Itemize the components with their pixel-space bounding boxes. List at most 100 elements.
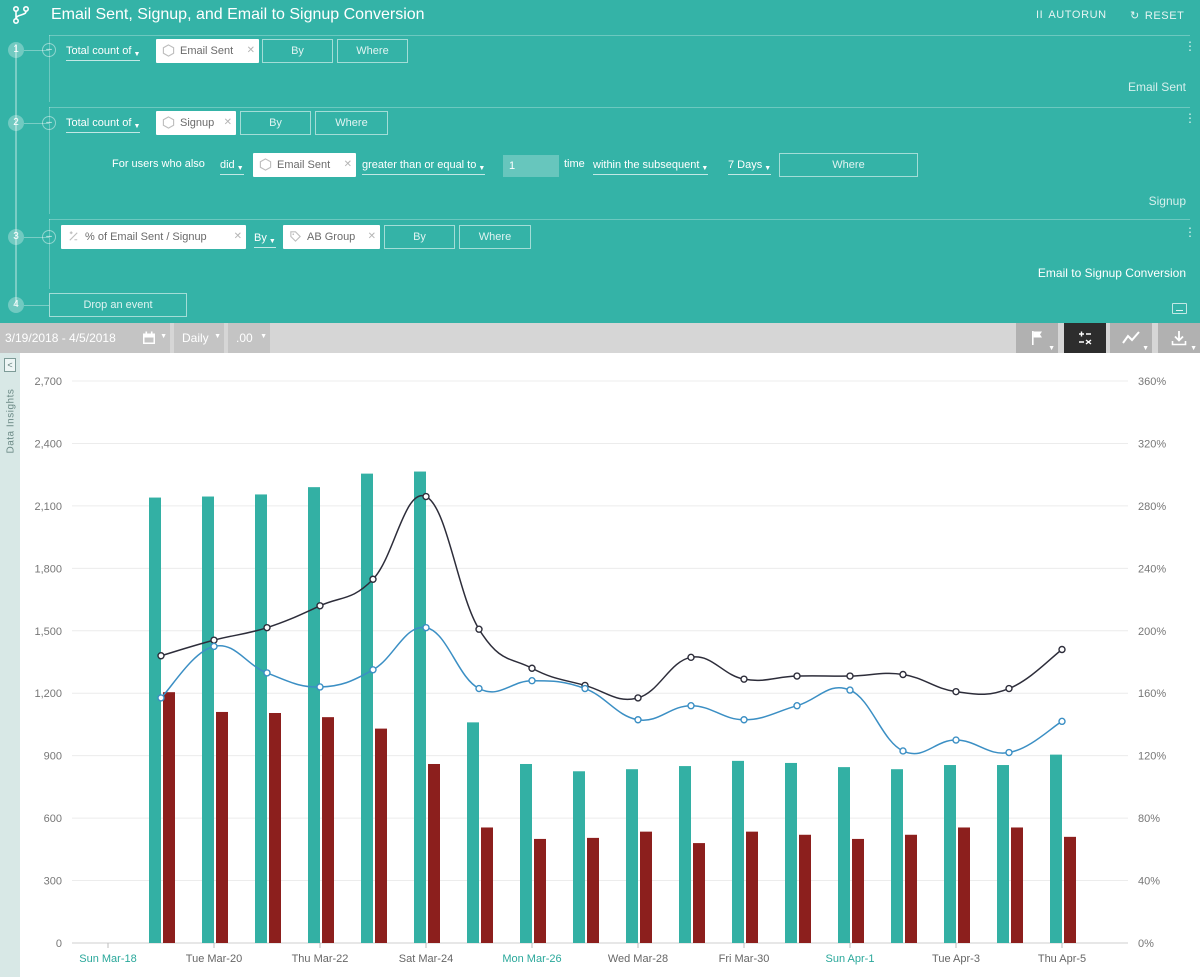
decimals-dropdown[interactable]: .00 ▼	[228, 323, 270, 353]
conversion-point-2[interactable]	[846, 686, 854, 694]
bar-signup[interactable]	[269, 712, 281, 943]
bar-email-sent[interactable]	[255, 494, 267, 943]
bar-email-sent[interactable]	[202, 496, 214, 943]
date-range-picker[interactable]: 3/19/2018 - 4/5/2018 ▼	[0, 323, 170, 353]
conversion-point-2[interactable]	[528, 677, 536, 685]
bar-email-sent[interactable]	[891, 769, 903, 943]
bar-signup[interactable]	[1011, 827, 1023, 943]
conversion-point-2[interactable]	[1005, 748, 1013, 757]
group-chip-ab-group[interactable]: AB Group ✕	[283, 225, 380, 249]
bar-email-sent[interactable]	[626, 769, 638, 943]
bar-signup[interactable]	[852, 838, 864, 943]
bar-signup[interactable]	[481, 827, 493, 943]
conversion-point-1[interactable]	[1058, 645, 1066, 654]
report-title[interactable]: Email Sent, Signup, and Email to Signup …	[51, 6, 425, 23]
autorun-toggle[interactable]: II AUTORUN	[1036, 9, 1107, 21]
collapse-step-3-button[interactable]: –	[42, 230, 56, 244]
comparator-dropdown[interactable]: greater than or equal to ▼	[362, 159, 486, 175]
conversion-point-1[interactable]	[634, 694, 642, 702]
by-dropdown[interactable]: By ▼	[254, 232, 276, 248]
annotation-button[interactable]: ▼	[1016, 323, 1058, 353]
bar-signup[interactable]	[905, 834, 917, 943]
conversion-point-1[interactable]	[846, 672, 854, 680]
bar-signup[interactable]	[428, 763, 440, 943]
conversion-point-2[interactable]	[899, 747, 907, 755]
conversion-point-1[interactable]	[1005, 684, 1013, 693]
bar-email-sent[interactable]	[679, 766, 691, 943]
by-button[interactable]: By	[240, 111, 311, 135]
conversion-point-2[interactable]	[475, 684, 483, 693]
collapse-builder-icon[interactable]	[1172, 303, 1187, 314]
aggregation-dropdown-2[interactable]: Total count of ▼	[66, 117, 141, 133]
conversion-point-2[interactable]	[952, 736, 960, 744]
conversion-point-1[interactable]	[899, 670, 907, 679]
conversion-point-2[interactable]	[422, 623, 430, 632]
conversion-point-1[interactable]	[793, 672, 801, 680]
bar-signup[interactable]	[640, 831, 652, 943]
collapse-step-2-button[interactable]: –	[42, 116, 56, 130]
bar-signup[interactable]	[534, 838, 546, 943]
bar-email-sent[interactable]	[785, 762, 797, 943]
conversion-point-1[interactable]	[475, 625, 483, 633]
expand-insights-icon[interactable]: <	[4, 358, 16, 372]
bar-signup[interactable]	[693, 843, 705, 943]
conversion-point-2[interactable]	[687, 702, 695, 710]
row-menu-icon[interactable]: ⋮	[1184, 111, 1196, 125]
bar-email-sent[interactable]	[997, 765, 1009, 943]
bar-signup[interactable]	[799, 834, 811, 943]
bar-email-sent[interactable]	[573, 771, 585, 943]
conversion-point-1[interactable]	[157, 652, 165, 660]
conversion-point-1[interactable]	[316, 602, 324, 610]
conversion-point-1[interactable]	[422, 492, 430, 501]
bar-signup[interactable]	[587, 837, 599, 943]
bar-email-sent[interactable]	[944, 765, 956, 943]
conversion-point-1[interactable]	[369, 575, 377, 583]
conversion-point-2[interactable]	[210, 642, 218, 651]
bar-email-sent[interactable]	[732, 760, 744, 943]
where-button[interactable]: Where	[459, 225, 531, 249]
row-menu-icon[interactable]: ⋮	[1184, 39, 1196, 53]
conversion-point-2[interactable]	[369, 666, 377, 674]
bar-email-sent[interactable]	[308, 487, 320, 943]
conversion-point-1[interactable]	[528, 664, 536, 672]
bar-email-sent[interactable]	[467, 722, 479, 943]
where-button[interactable]: Where	[337, 39, 408, 63]
conversion-point-2[interactable]	[157, 694, 165, 702]
data-insights-label[interactable]: Data Insights	[5, 388, 17, 454]
filter-where-button[interactable]: Where	[779, 153, 918, 177]
conversion-point-1[interactable]	[740, 675, 748, 683]
did-dropdown[interactable]: did ▼	[220, 159, 244, 175]
event-chip-signup[interactable]: Signup ✕	[156, 111, 236, 135]
conversion-point-2[interactable]	[1058, 717, 1066, 726]
remove-icon[interactable]: ✕	[233, 231, 242, 242]
conversion-point-1[interactable]	[687, 653, 695, 662]
bar-email-sent[interactable]	[838, 767, 850, 943]
bar-email-sent[interactable]	[520, 763, 532, 943]
remove-icon[interactable]: ✕	[367, 231, 376, 242]
conversion-point-1[interactable]	[263, 623, 271, 632]
filter-event-chip[interactable]: Email Sent ✕	[253, 153, 356, 177]
conversion-line-1[interactable]	[160, 494, 1063, 700]
conversion-point-2[interactable]	[793, 702, 801, 710]
conversion-point-2[interactable]	[263, 669, 271, 677]
aggregation-dropdown-1[interactable]: Total count of ▼	[66, 45, 141, 61]
conversion-point-1[interactable]	[210, 636, 218, 644]
conversion-point-2[interactable]	[316, 683, 324, 691]
bar-email-sent[interactable]	[414, 471, 426, 943]
conversion-point-2[interactable]	[740, 716, 748, 724]
conversion-point-2[interactable]	[581, 684, 589, 693]
bar-email-sent[interactable]	[1050, 754, 1062, 943]
reset-button[interactable]: ↻ RESET	[1130, 9, 1185, 22]
row-menu-icon[interactable]: ⋮	[1184, 225, 1196, 239]
bar-signup[interactable]	[375, 728, 387, 943]
window-value-dropdown[interactable]: 7 Days ▼	[728, 159, 772, 175]
bar-signup[interactable]	[216, 711, 228, 943]
interval-dropdown[interactable]: Daily ▼	[174, 323, 224, 353]
collapse-step-1-button[interactable]: –	[42, 43, 56, 57]
remove-icon[interactable]: ✕	[223, 117, 232, 128]
bar-email-sent[interactable]	[361, 473, 373, 943]
by-button[interactable]: By	[384, 225, 455, 249]
count-input[interactable]: 1	[503, 155, 559, 177]
conversion-line-2[interactable]	[160, 626, 1063, 755]
by-button[interactable]: By	[262, 39, 333, 63]
